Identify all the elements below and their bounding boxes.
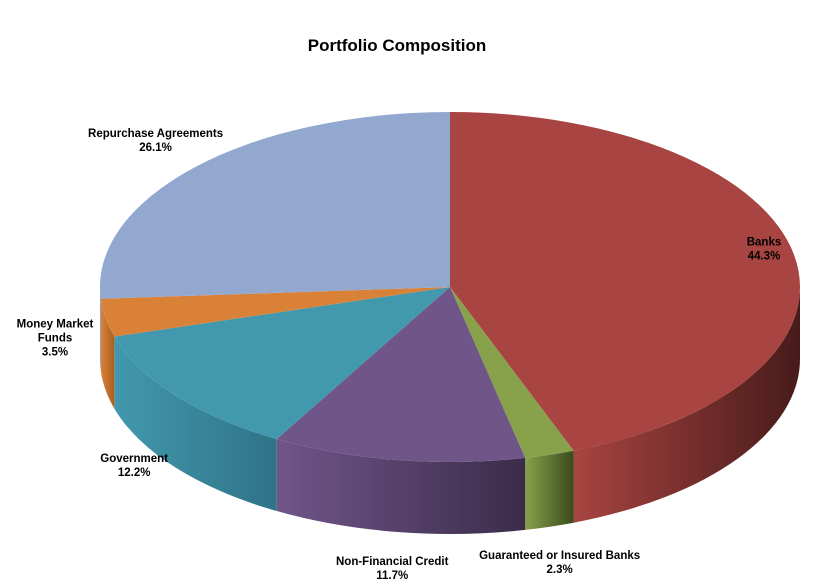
pie-slice-government (114, 287, 450, 440)
pie-slice-money-market-funds (100, 287, 450, 337)
slice-label-value: 11.7% (376, 570, 408, 582)
data-label-money-market-funds: Money Market Funds 3.5% (17, 319, 94, 359)
pie-side-guaranteed-or-insured-banks (525, 450, 574, 530)
pie-side-non-financial-credit (276, 439, 526, 534)
slice-label-value: 12.2% (118, 467, 151, 479)
slice-label-name: Banks (747, 236, 782, 248)
pie-slice-guaranteed-or-insured-banks (450, 287, 574, 458)
pie-side-money-market-funds (100, 298, 115, 409)
pie-side-repurchase-agreements (100, 287, 101, 371)
data-label-government: Government 12.2% (100, 453, 168, 479)
slice-label-value: 3.5% (42, 347, 68, 359)
slice-label-name: Repurchase Agreements (88, 128, 223, 140)
chart-title: Portfolio Composition (308, 36, 486, 55)
data-labels: Banks 44.3% Guaranteed or Insured Banks 2.3… (17, 128, 782, 582)
slice-label-value: 44.3% (748, 250, 781, 262)
data-label-guaranteed-or-insured-banks: Guaranteed or Insured Banks 2.3% (479, 550, 640, 576)
pie-top (100, 112, 801, 462)
data-label-repurchase-agreements: Repurchase Agreements 26.1% (88, 128, 223, 154)
slice-label-name: Guaranteed or Insured Banks (479, 550, 640, 562)
slice-label-name: Funds (38, 333, 73, 345)
slice-label-value: 2.3% (547, 564, 573, 576)
pie-slice-banks (450, 112, 801, 451)
data-label-non-financial-credit: Non-Financial Credit 11.7% (336, 556, 449, 582)
slice-label-name: Money Market (17, 319, 94, 331)
slice-label-value: 26.1% (139, 142, 172, 154)
pie-slice-repurchase-agreements (100, 112, 450, 299)
slice-label-name: Non-Financial Credit (336, 556, 449, 568)
slice-label-name: Government (100, 453, 168, 465)
data-label-banks: Banks 44.3% (747, 236, 782, 262)
pie-slice-non-financial-credit (276, 287, 526, 462)
pie-sides (100, 287, 800, 534)
pie-side-government (114, 336, 277, 512)
pie-side-banks (573, 287, 800, 523)
